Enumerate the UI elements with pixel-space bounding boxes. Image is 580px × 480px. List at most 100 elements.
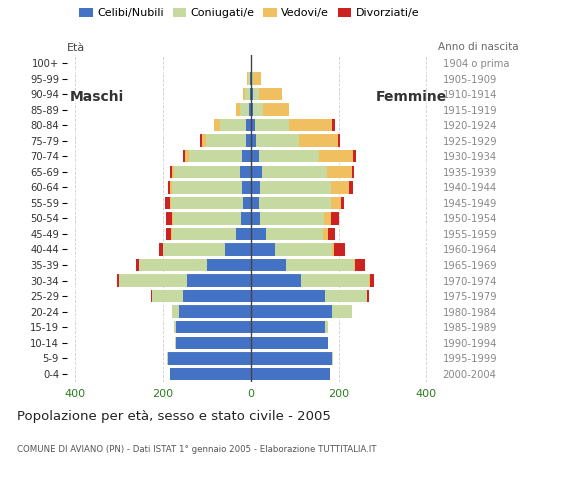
Bar: [352, 166, 354, 178]
Bar: [249, 103, 251, 116]
Bar: [136, 259, 139, 271]
Bar: [334, 243, 345, 256]
Legend: Celibi/Nubili, Coniugati/e, Vedovi/e, Divorziati/e: Celibi/Nubili, Coniugati/e, Vedovi/e, Di…: [79, 8, 419, 18]
Bar: [249, 72, 251, 85]
Bar: [332, 243, 334, 256]
Bar: [235, 228, 251, 240]
Bar: [260, 212, 324, 225]
Bar: [253, 103, 263, 116]
Bar: [354, 259, 355, 271]
Bar: [240, 166, 251, 178]
Bar: [289, 119, 332, 132]
Bar: [251, 72, 252, 85]
Bar: [251, 103, 253, 116]
Bar: [340, 197, 345, 209]
Bar: [369, 275, 370, 287]
Bar: [332, 352, 333, 364]
Bar: [251, 150, 259, 162]
Bar: [242, 181, 251, 193]
Bar: [170, 181, 172, 193]
Bar: [338, 134, 340, 147]
Bar: [266, 228, 323, 240]
Bar: [173, 212, 241, 225]
Bar: [172, 305, 179, 318]
Bar: [275, 243, 332, 256]
Bar: [242, 150, 251, 162]
Bar: [299, 134, 338, 147]
Bar: [328, 228, 335, 240]
Bar: [243, 197, 251, 209]
Bar: [183, 150, 185, 162]
Bar: [168, 352, 251, 364]
Bar: [174, 166, 240, 178]
Bar: [170, 166, 172, 178]
Bar: [207, 259, 251, 271]
Bar: [172, 212, 173, 225]
Bar: [259, 197, 331, 209]
Bar: [166, 228, 172, 240]
Bar: [174, 321, 176, 334]
Bar: [263, 103, 289, 116]
Bar: [165, 197, 170, 209]
Bar: [119, 275, 187, 287]
Bar: [331, 197, 340, 209]
Bar: [251, 134, 256, 147]
Bar: [172, 181, 242, 193]
Bar: [245, 134, 251, 147]
Bar: [355, 259, 365, 271]
Bar: [139, 259, 207, 271]
Bar: [249, 88, 251, 100]
Bar: [166, 212, 172, 225]
Bar: [331, 212, 339, 225]
Bar: [176, 321, 251, 334]
Bar: [251, 88, 253, 100]
Bar: [251, 275, 301, 287]
Bar: [190, 150, 242, 162]
Bar: [301, 275, 369, 287]
Bar: [248, 72, 249, 85]
Bar: [251, 228, 266, 240]
Bar: [152, 290, 183, 302]
Bar: [243, 88, 245, 100]
Bar: [325, 290, 367, 302]
Bar: [251, 368, 330, 380]
Bar: [201, 134, 202, 147]
Bar: [235, 103, 240, 116]
Bar: [172, 228, 235, 240]
Bar: [241, 212, 251, 225]
Bar: [166, 352, 168, 364]
Bar: [251, 352, 332, 364]
Bar: [245, 88, 249, 100]
Bar: [251, 336, 328, 349]
Bar: [253, 88, 259, 100]
Bar: [160, 243, 163, 256]
Bar: [349, 181, 353, 193]
Bar: [206, 134, 245, 147]
Bar: [170, 368, 251, 380]
Bar: [251, 321, 325, 334]
Bar: [171, 197, 243, 209]
Bar: [251, 57, 252, 69]
Bar: [260, 181, 331, 193]
Bar: [255, 119, 289, 132]
Bar: [176, 336, 251, 349]
Bar: [240, 103, 249, 116]
Text: Maschi: Maschi: [70, 90, 125, 104]
Bar: [259, 88, 281, 100]
Bar: [323, 228, 328, 240]
Bar: [332, 305, 351, 318]
Text: COMUNE DI AVIANO (PN) - Dati ISTAT 1° gennaio 2005 - Elaborazione TUTTITALIA.IT: COMUNE DI AVIANO (PN) - Dati ISTAT 1° ge…: [17, 445, 377, 455]
Bar: [251, 243, 275, 256]
Bar: [251, 197, 259, 209]
Bar: [253, 72, 262, 85]
Bar: [151, 290, 152, 302]
Bar: [251, 305, 332, 318]
Bar: [175, 336, 176, 349]
Bar: [252, 72, 253, 85]
Bar: [202, 134, 206, 147]
Bar: [183, 290, 251, 302]
Bar: [251, 212, 260, 225]
Bar: [247, 72, 248, 85]
Bar: [319, 150, 353, 162]
Bar: [353, 150, 356, 162]
